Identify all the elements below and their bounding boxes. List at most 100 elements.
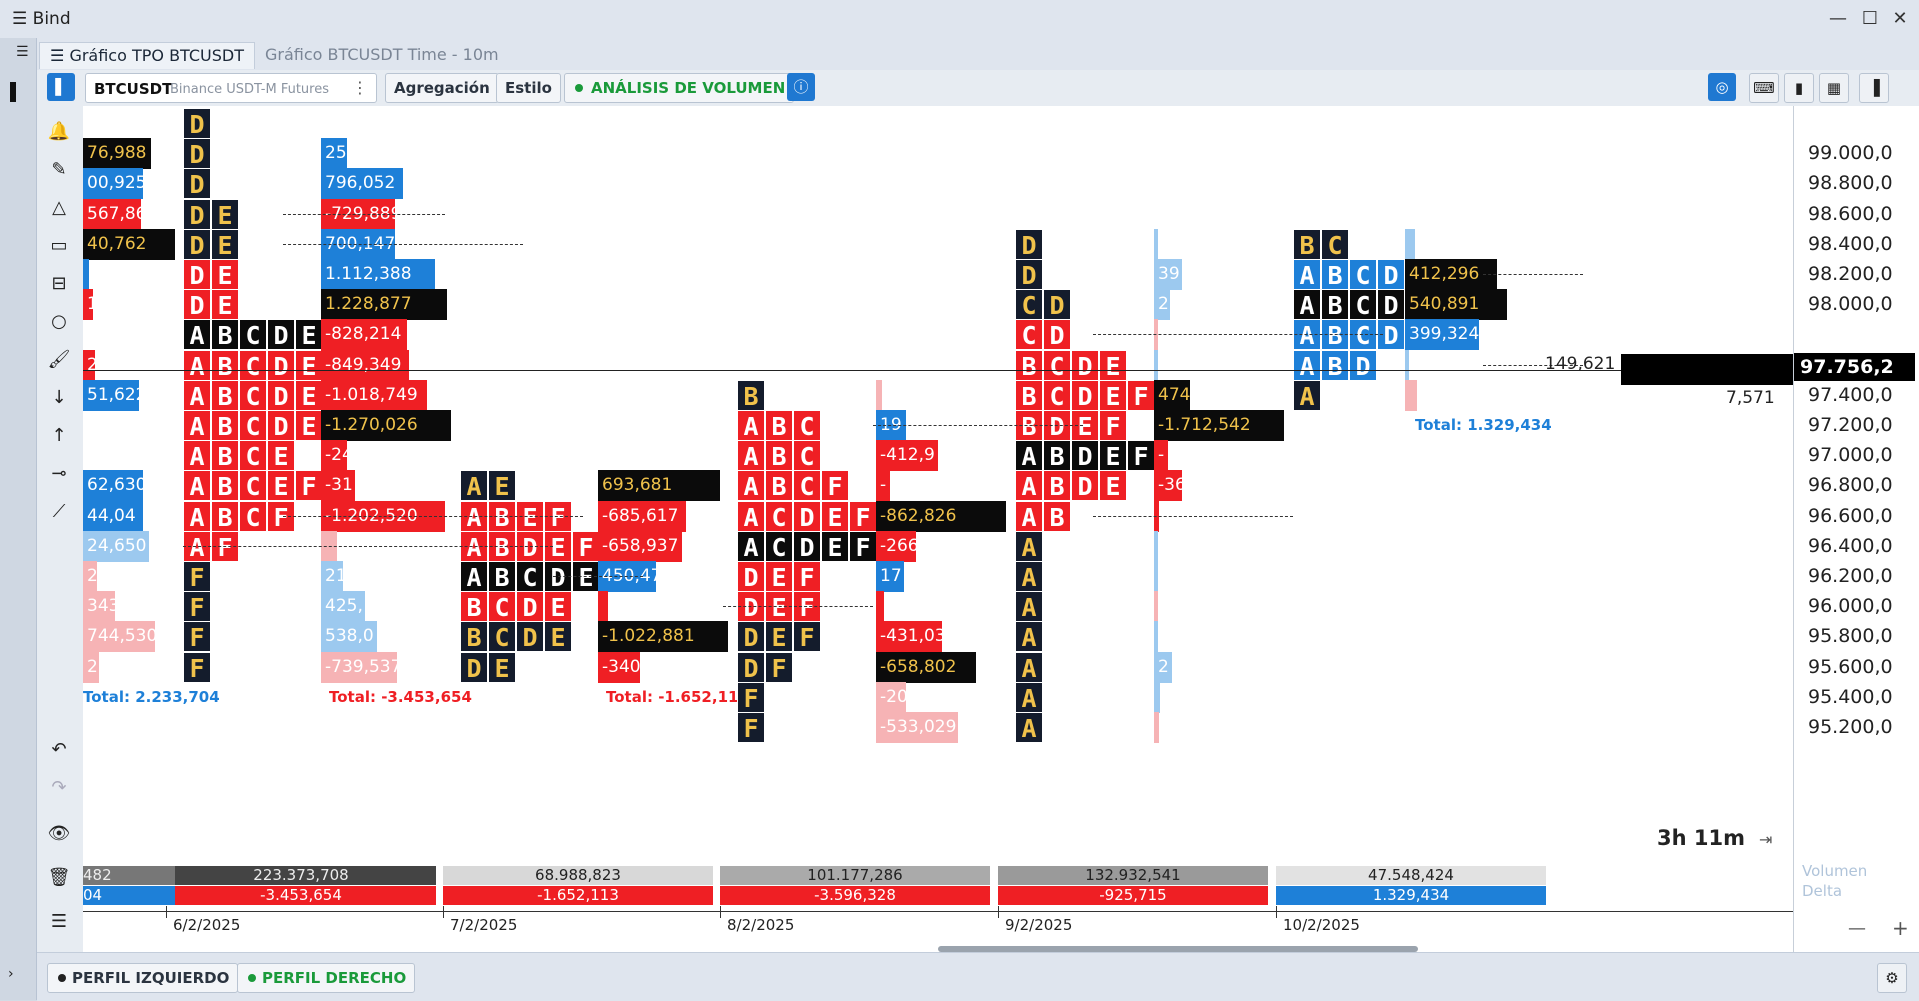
tpo-letter: E bbox=[488, 470, 516, 502]
tpo-letter: F bbox=[793, 621, 821, 653]
tpo-letter: B bbox=[211, 500, 239, 532]
rail-menu-icon[interactable]: ☰ bbox=[16, 44, 29, 60]
settings-gear-icon[interactable]: ⚙ bbox=[1877, 963, 1907, 993]
sidebar-toggle-icon[interactable]: ▌ bbox=[47, 73, 75, 101]
tab-label: Gráfico TPO BTCUSDT bbox=[69, 46, 245, 65]
tpo-letter: A bbox=[183, 500, 211, 532]
tpo-letter: C bbox=[1015, 319, 1043, 351]
mouse-icon[interactable]: ▮ bbox=[1784, 73, 1814, 103]
rectangle-icon[interactable]: ▭ bbox=[50, 235, 68, 256]
tpo-letter: F bbox=[572, 530, 600, 562]
rail-marker bbox=[10, 82, 16, 102]
keyboard-icon[interactable]: ⌨ bbox=[1749, 73, 1779, 103]
tpo-letter: B bbox=[765, 410, 793, 441]
tab-time-chart[interactable]: Gráfico BTCUSDT Time - 10m bbox=[255, 42, 509, 68]
alert-bell-icon[interactable]: 🔔 bbox=[47, 121, 71, 142]
price-tick-label: 96.200,0 bbox=[1808, 565, 1893, 587]
tpo-letter: E bbox=[211, 198, 239, 230]
delta-bar: 51,622 bbox=[83, 379, 139, 411]
tpo-letter: D bbox=[183, 228, 211, 260]
delta-bar bbox=[1154, 349, 1158, 381]
tpo-letter: F bbox=[1099, 410, 1127, 441]
circle-icon[interactable]: ○ bbox=[51, 311, 67, 332]
tpo-letter: C bbox=[765, 500, 793, 532]
layout-icon[interactable]: ▦ bbox=[1819, 73, 1849, 103]
delta-bar: 412,296 bbox=[1405, 259, 1497, 290]
tpo-letter: D bbox=[183, 108, 211, 139]
undo-icon[interactable]: ↶ bbox=[51, 739, 67, 760]
indicator-icon[interactable]: ◎ bbox=[1708, 73, 1736, 101]
session-separator bbox=[720, 906, 721, 918]
delta-bar: 62,630 bbox=[83, 470, 143, 502]
session-delta: -1.652,113 bbox=[443, 886, 713, 905]
triangle-icon[interactable]: △ bbox=[52, 197, 66, 218]
session-delta: 1.329,434 bbox=[1276, 886, 1546, 905]
tpo-letter: D bbox=[516, 621, 544, 653]
horizontal-line-icon[interactable]: ⊸ bbox=[51, 463, 67, 484]
tpo-letter: E bbox=[211, 228, 239, 260]
symbol-selector[interactable]: BTCUSDT Binance USDT-M Futures ⋮ bbox=[85, 73, 377, 103]
range-icon[interactable]: ⊟ bbox=[51, 273, 67, 294]
left-profile-button[interactable]: PERFIL IZQUIERDO bbox=[47, 963, 239, 993]
arrow-down-icon[interactable]: ↓ bbox=[51, 387, 67, 408]
date-label: 9/2/2025 bbox=[1005, 916, 1073, 934]
tpo-letter: B bbox=[737, 379, 765, 411]
tpo-letter: D bbox=[737, 621, 765, 653]
tpo-letter: A bbox=[1015, 470, 1043, 502]
delta-bar bbox=[1154, 228, 1158, 260]
delta-bar bbox=[598, 591, 608, 623]
right-profile-button[interactable]: PERFIL DERECHO bbox=[237, 963, 416, 993]
more-vertical-icon[interactable]: ⋮ bbox=[352, 78, 368, 97]
tpo-letter: D bbox=[1015, 228, 1043, 260]
list-icon[interactable]: ☰ bbox=[50, 911, 68, 932]
delta-bar: -828,214 bbox=[321, 319, 407, 351]
delta-bar bbox=[83, 259, 89, 290]
maximize-icon[interactable]: ☐ bbox=[1861, 8, 1879, 29]
panel-toggle-icon[interactable]: ▐ bbox=[1859, 73, 1889, 103]
delta-bar: -685,617 bbox=[598, 500, 686, 532]
delta-bar: -1.022,881 bbox=[598, 621, 728, 653]
tpo-letter: A bbox=[1015, 621, 1043, 653]
tpo-letter: D bbox=[267, 410, 295, 441]
delta-bar: -266 bbox=[876, 530, 916, 562]
session-volume: 101.177,286 bbox=[720, 866, 990, 885]
zoom-out-icon[interactable]: — bbox=[1848, 918, 1866, 939]
volume-info-icon[interactable]: ⓘ bbox=[787, 73, 815, 101]
trend-line-icon[interactable]: ⟋ bbox=[52, 501, 66, 522]
tpo-letter: E bbox=[295, 410, 323, 441]
horizontal-scrollbar[interactable] bbox=[938, 946, 1418, 952]
close-icon[interactable]: ✕ bbox=[1892, 8, 1908, 29]
tpo-letter: D bbox=[460, 651, 488, 683]
price-tick-label: 96.000,0 bbox=[1808, 595, 1893, 618]
zoom-in-icon[interactable]: + bbox=[1892, 916, 1909, 940]
tpo-letter: D bbox=[183, 259, 211, 290]
minimize-icon[interactable]: — bbox=[1829, 8, 1847, 29]
tpo-letter: C bbox=[239, 500, 267, 532]
tpo-letter: E bbox=[765, 561, 793, 592]
delta-bar: 1.228,877 bbox=[321, 289, 447, 321]
tpo-letter: E bbox=[821, 500, 849, 532]
date-label: 6/2/2025 bbox=[173, 916, 241, 934]
dashed-guide-line bbox=[283, 213, 445, 215]
dashed-guide-line bbox=[553, 576, 643, 577]
redo-icon[interactable]: ↷ bbox=[51, 777, 67, 798]
brush-icon[interactable]: 🖌 bbox=[47, 349, 71, 370]
menu-icon[interactable]: ☰ bbox=[12, 9, 28, 29]
arrow-up-icon[interactable]: ↑ bbox=[51, 425, 67, 446]
scroll-to-end-icon[interactable]: ⇥ bbox=[1759, 830, 1773, 849]
rail-collapse-icon[interactable]: › bbox=[8, 966, 14, 982]
aggregation-button[interactable]: Agregación bbox=[385, 73, 499, 103]
eye-icon[interactable]: 👁 bbox=[47, 823, 71, 844]
tpo-letter: D bbox=[1043, 289, 1071, 321]
pencil-icon[interactable]: ✎ bbox=[51, 159, 67, 180]
style-button[interactable]: Estilo bbox=[496, 73, 561, 103]
volume-analysis-button[interactable]: ANÁLISIS DE VOLUMEN bbox=[564, 73, 795, 103]
delta-bar: 40,762 bbox=[83, 228, 175, 260]
trash-icon[interactable]: 🗑 bbox=[47, 867, 71, 888]
tpo-letter: F bbox=[849, 530, 877, 562]
price-axis[interactable]: 99.000,0 98.800,0 98.600,0 98.400,0 98.200,0… bbox=[1793, 106, 1919, 952]
tab-tpo-chart[interactable]: ☰ Gráfico TPO BTCUSDT bbox=[39, 42, 256, 69]
tpo-letter: D bbox=[1071, 379, 1099, 411]
delta-bar: 44,04 bbox=[83, 500, 143, 532]
